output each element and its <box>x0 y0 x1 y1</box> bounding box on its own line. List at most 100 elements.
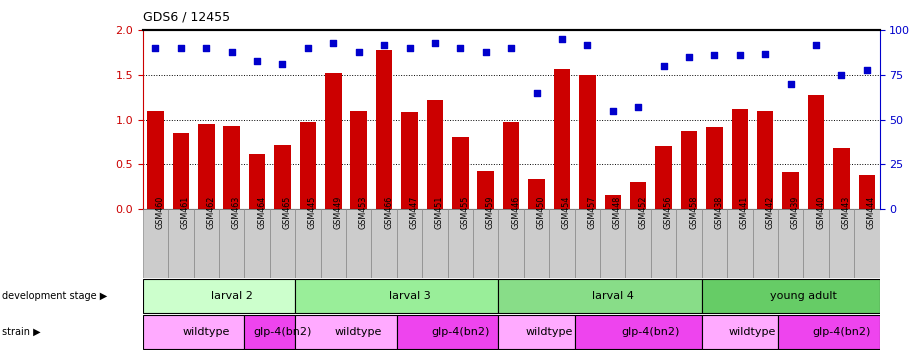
Bar <box>172 133 189 209</box>
Text: larval 4: larval 4 <box>592 291 634 301</box>
Bar <box>169 209 193 278</box>
Point <box>377 42 391 47</box>
Bar <box>575 209 600 278</box>
Text: GSM449: GSM449 <box>333 196 343 229</box>
Bar <box>834 148 850 209</box>
Bar <box>299 122 316 209</box>
Bar <box>244 315 296 349</box>
Bar <box>452 137 469 209</box>
Text: GSM447: GSM447 <box>410 196 418 229</box>
Bar <box>477 171 494 209</box>
Bar <box>579 75 596 209</box>
Bar <box>727 209 752 278</box>
Text: GSM440: GSM440 <box>816 196 825 229</box>
Bar <box>143 315 244 349</box>
Text: GSM452: GSM452 <box>638 196 647 229</box>
Bar <box>702 279 880 313</box>
Bar <box>549 209 575 278</box>
Bar <box>706 127 723 209</box>
Text: GSM443: GSM443 <box>842 196 850 229</box>
Point <box>707 52 722 58</box>
Text: GSM466: GSM466 <box>384 196 393 229</box>
Text: glp-4(bn2): glp-4(bn2) <box>812 327 870 337</box>
Text: GSM441: GSM441 <box>740 196 749 229</box>
Text: GSM453: GSM453 <box>358 196 367 229</box>
Point <box>732 52 747 58</box>
Text: wildtype: wildtype <box>335 327 382 337</box>
Text: GSM458: GSM458 <box>689 196 698 229</box>
Text: GSM460: GSM460 <box>156 196 165 229</box>
Bar <box>656 146 671 209</box>
Bar <box>371 209 397 278</box>
Text: GSM455: GSM455 <box>460 196 470 229</box>
Text: strain ▶: strain ▶ <box>2 327 41 337</box>
Point <box>478 49 493 55</box>
Bar <box>143 279 296 313</box>
Bar <box>702 209 727 278</box>
Bar <box>296 209 321 278</box>
Bar <box>402 111 418 209</box>
Point <box>631 104 646 110</box>
Text: GSM459: GSM459 <box>485 196 495 229</box>
Bar <box>147 111 164 209</box>
Text: development stage ▶: development stage ▶ <box>2 291 107 301</box>
Text: young adult: young adult <box>770 291 837 301</box>
Point <box>275 61 290 67</box>
Point <box>453 45 468 51</box>
Text: GSM450: GSM450 <box>537 196 545 229</box>
Bar <box>397 209 422 278</box>
Bar <box>503 122 519 209</box>
Bar <box>854 209 880 278</box>
Text: glp-4(bn2): glp-4(bn2) <box>253 327 311 337</box>
Text: GSM454: GSM454 <box>562 196 571 229</box>
Bar <box>782 172 799 209</box>
Point <box>250 58 264 64</box>
Point <box>834 72 849 78</box>
Bar <box>752 209 778 278</box>
Point <box>225 49 239 55</box>
Text: GSM446: GSM446 <box>511 196 520 229</box>
Bar <box>244 209 270 278</box>
Point <box>783 81 798 87</box>
Bar <box>524 209 549 278</box>
Bar <box>498 279 702 313</box>
Point <box>148 45 163 51</box>
Point <box>326 40 341 46</box>
Text: GSM439: GSM439 <box>790 196 799 229</box>
Bar <box>604 195 621 209</box>
Bar <box>630 182 647 209</box>
Text: GSM451: GSM451 <box>435 196 444 229</box>
Point <box>199 45 214 51</box>
Text: GDS6 / 12455: GDS6 / 12455 <box>143 10 230 23</box>
Text: GSM461: GSM461 <box>181 196 190 229</box>
Bar <box>808 95 824 209</box>
Bar <box>224 126 240 209</box>
Point <box>427 40 442 46</box>
Bar <box>702 315 778 349</box>
Point <box>605 108 620 114</box>
Text: larval 3: larval 3 <box>389 291 430 301</box>
Bar <box>346 209 371 278</box>
Bar <box>829 209 854 278</box>
Text: GSM448: GSM448 <box>612 196 622 229</box>
Bar <box>651 209 676 278</box>
Text: wildtype: wildtype <box>729 327 776 337</box>
Bar <box>270 209 296 278</box>
Bar <box>448 209 473 278</box>
Point <box>682 54 696 60</box>
Bar <box>198 124 215 209</box>
Text: GSM462: GSM462 <box>206 196 216 229</box>
Text: wildtype: wildtype <box>182 327 230 337</box>
Text: GSM463: GSM463 <box>232 196 240 229</box>
Bar <box>219 209 244 278</box>
Point <box>173 45 188 51</box>
Bar <box>575 315 702 349</box>
Bar <box>778 209 803 278</box>
Text: GSM442: GSM442 <box>765 196 775 229</box>
Bar <box>600 209 625 278</box>
Text: GSM456: GSM456 <box>664 196 672 229</box>
Point <box>859 67 874 72</box>
Bar <box>625 209 651 278</box>
Text: glp-4(bn2): glp-4(bn2) <box>622 327 680 337</box>
Bar <box>676 209 702 278</box>
